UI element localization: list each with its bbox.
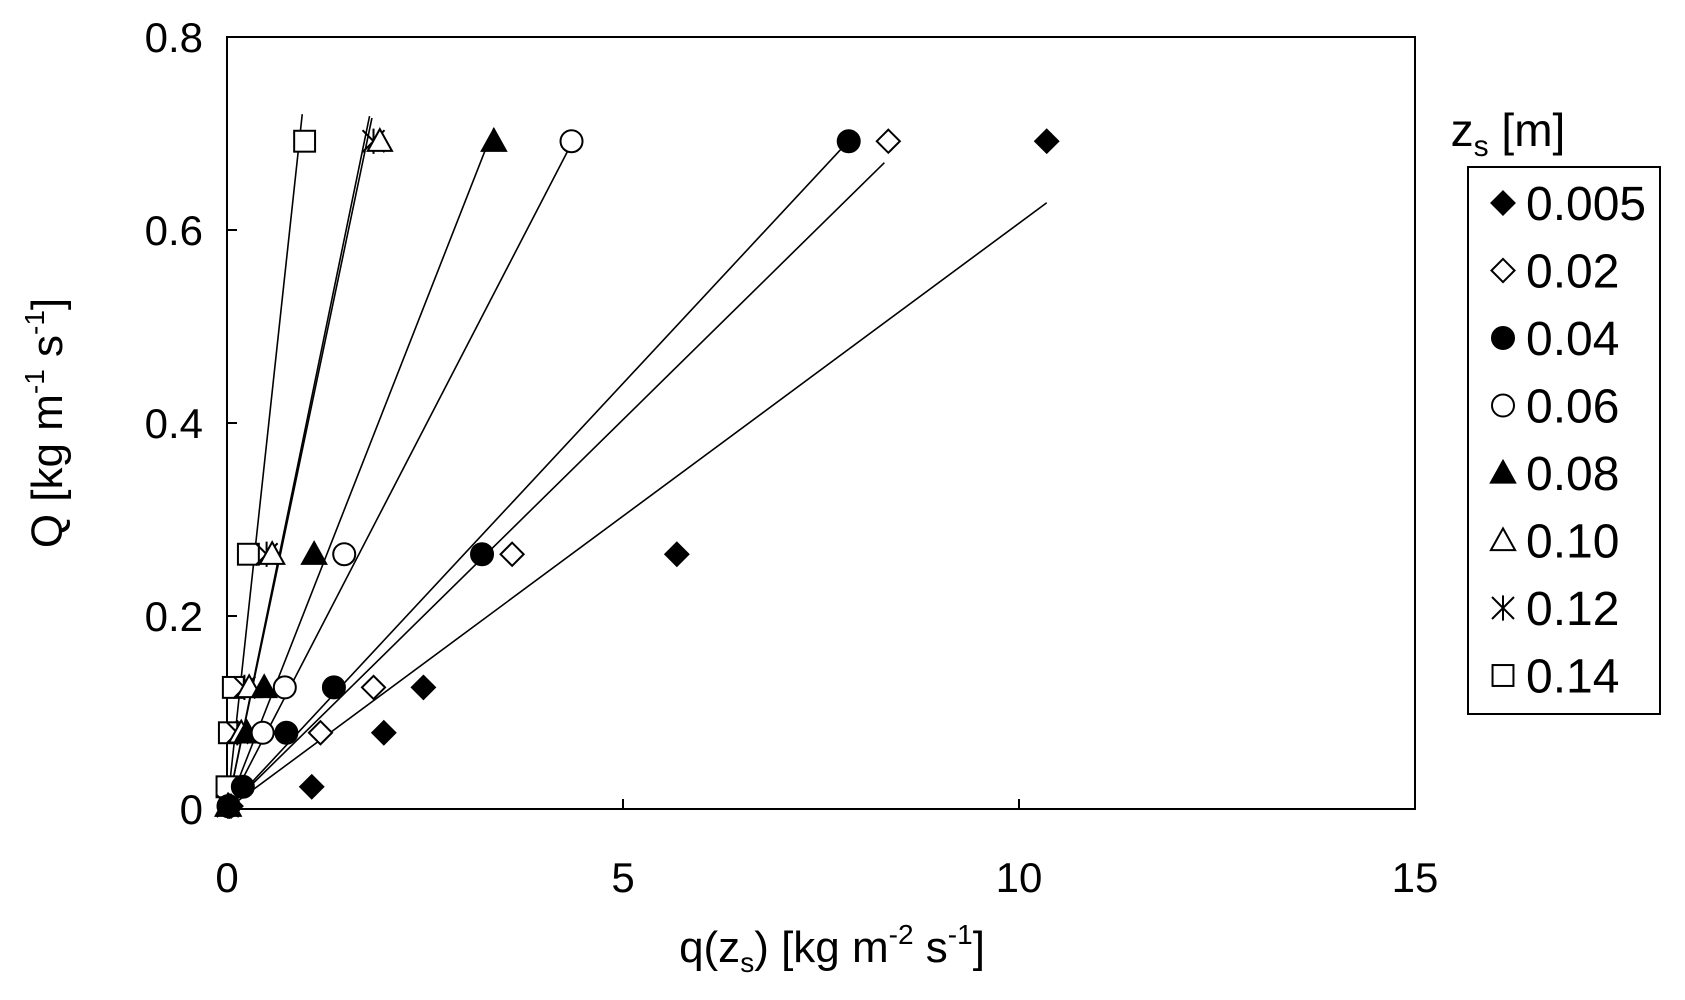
data-point-0.02 xyxy=(307,719,334,746)
y-tick-label: 0.2 xyxy=(145,593,203,640)
data-point-0.10 xyxy=(366,127,394,152)
y-tick-label: 0.8 xyxy=(145,14,203,61)
legend-label: 0.02 xyxy=(1526,246,1619,299)
data-point-0.02 xyxy=(499,541,526,568)
data-point-0.08 xyxy=(480,127,508,152)
legend-box xyxy=(1467,166,1661,715)
fit-line-0.12 xyxy=(226,115,371,810)
legend-marker-0.06 xyxy=(1491,393,1515,418)
data-point-0.04 xyxy=(274,720,299,745)
data-point-0.04 xyxy=(230,774,255,799)
data-point-0.06 xyxy=(250,720,275,745)
x-tick-label: 10 xyxy=(996,854,1043,901)
data-point-0.005 xyxy=(663,541,690,568)
fit-line-0.02 xyxy=(226,162,885,810)
data-point-0.02 xyxy=(360,674,387,701)
data-point-0.02 xyxy=(875,128,902,155)
x-tick-label: 15 xyxy=(1392,854,1439,901)
data-point-0.06 xyxy=(332,542,357,567)
data-point-0.10 xyxy=(258,540,286,565)
legend-label: 0.005 xyxy=(1526,178,1646,231)
y-axis-title: Q [kg m-1 s-1] xyxy=(19,298,72,548)
legend-title: zs [m] xyxy=(1451,104,1566,163)
legend-label: 0.12 xyxy=(1526,583,1619,636)
data-point-0.04 xyxy=(321,675,346,700)
data-point-0.06 xyxy=(559,129,584,154)
legend-marker-0.12 xyxy=(1491,595,1515,621)
legend-label: 0.10 xyxy=(1526,516,1619,569)
data-point-0.04 xyxy=(836,129,861,154)
data-point-0.005 xyxy=(370,719,397,746)
data-point-0.005 xyxy=(217,793,244,820)
legend-marker-0.04 xyxy=(1491,326,1515,350)
x-axis-ticks: 0 5 10 15 xyxy=(215,799,1438,901)
x-tick-label: 5 xyxy=(611,854,634,901)
data-point-0.06 xyxy=(272,675,297,700)
fit-line-0.06 xyxy=(226,135,577,810)
legend-marker-0.005 xyxy=(1490,190,1516,216)
legend-label: 0.08 xyxy=(1526,448,1619,501)
legend-label: 0.04 xyxy=(1526,313,1619,366)
data-point-0.04 xyxy=(470,542,495,567)
y-axis-ticks: 0 0.2 0.4 0.6 0.8 xyxy=(145,14,237,833)
y-tick-label: 0.6 xyxy=(145,207,203,254)
data-point-0.14 xyxy=(293,129,317,153)
legend-label: 0.14 xyxy=(1526,651,1619,704)
x-axis-title: q(zs) [kg m-2 s-1] xyxy=(679,919,985,978)
data-point-0.005 xyxy=(298,773,325,800)
data-point-0.005 xyxy=(1033,128,1060,155)
legend-marker-0.14 xyxy=(1491,664,1515,687)
y-tick-label: 0.4 xyxy=(145,400,203,447)
legend-marker-0.08 xyxy=(1489,458,1517,484)
x-tick-label: 0 xyxy=(215,854,238,901)
fit-lines xyxy=(226,114,1048,810)
data-markers xyxy=(213,127,1060,820)
data-point-0.08 xyxy=(250,673,279,699)
legend: 0.005 0.02 0.04 0.06 0.08 0.10 0.12 0.14 xyxy=(1489,178,1646,704)
legend-marker-0.02 xyxy=(1490,257,1516,284)
fit-line-0.04 xyxy=(226,133,856,810)
fit-line-0.14 xyxy=(226,114,304,810)
legend-marker-0.10 xyxy=(1489,526,1517,552)
plot-area-frame xyxy=(226,36,1416,810)
y-tick-label: 0 xyxy=(180,786,203,833)
data-point-0.14 xyxy=(236,542,260,566)
legend-label: 0.06 xyxy=(1526,381,1619,434)
fit-line-0.08 xyxy=(226,127,495,810)
fit-line-0.005 xyxy=(226,202,1048,810)
data-point-0.08 xyxy=(300,540,328,565)
data-point-0.005 xyxy=(410,674,437,701)
